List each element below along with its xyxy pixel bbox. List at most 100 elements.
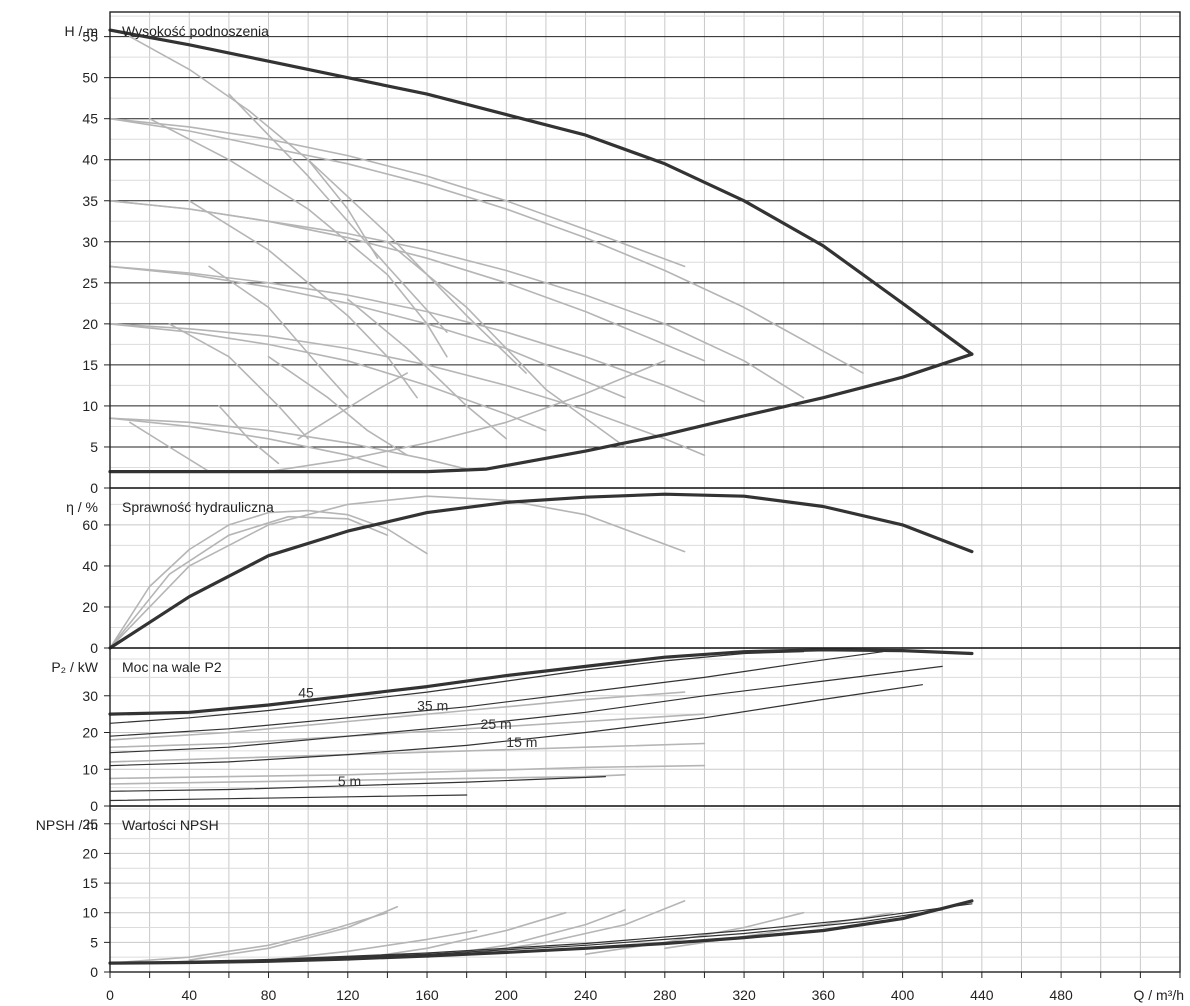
y-tick-label: 30 — [82, 688, 98, 704]
y-tick-label: 0 — [90, 640, 98, 656]
y-axis-label-efficiency: η / % — [66, 499, 98, 515]
x-tick-label: 240 — [574, 987, 598, 1003]
series-line-main — [108, 492, 974, 650]
y-tick-label: 10 — [82, 761, 98, 777]
series-line-dark — [109, 651, 805, 724]
x-axis-label: Q / m³/h — [1133, 987, 1184, 1003]
curve-annotation: 25 m — [481, 716, 512, 732]
series-line-family — [129, 421, 210, 473]
y-tick-label: 0 — [90, 964, 98, 980]
series-line-family — [584, 911, 805, 955]
series-line-family — [386, 241, 626, 448]
series-line-envelope — [108, 28, 974, 356]
series-line-family — [168, 323, 309, 440]
y-tick-label: 5 — [90, 439, 98, 455]
y-tick-label: 25 — [82, 275, 98, 291]
curve-annotation: 5 m — [338, 773, 361, 789]
series-line-family — [109, 323, 706, 456]
y-tick-label: 10 — [82, 398, 98, 414]
x-tick-label: 200 — [495, 987, 519, 1003]
series-line-main — [108, 648, 974, 716]
y-tick-label: 20 — [82, 316, 98, 332]
y-tick-label: 35 — [82, 193, 98, 209]
y-tick-label: 55 — [82, 29, 98, 45]
series-line-family — [109, 515, 389, 649]
y-tick-label: 15 — [82, 357, 98, 373]
x-tick-label: 280 — [653, 987, 677, 1003]
series-line-family — [188, 200, 418, 399]
y-tick-label: 40 — [82, 558, 98, 574]
y-axis-label-head: H / m — [65, 23, 98, 39]
series-line-family — [109, 764, 706, 780]
series-line-family — [109, 713, 706, 748]
series-line-family — [208, 265, 349, 399]
panel-title-efficiency: Sprawność hydrauliczna — [122, 499, 274, 515]
series-line-family — [218, 405, 280, 465]
y-tick-label: 45 — [82, 111, 98, 127]
series-line-family — [228, 93, 448, 333]
series-line-envelope — [108, 352, 974, 474]
x-tick-label: 480 — [1049, 987, 1073, 1003]
y-tick-label: 60 — [82, 517, 98, 533]
curve-annotation: 15 m — [506, 734, 537, 750]
x-tick-label: 320 — [732, 987, 756, 1003]
series-line-dark — [109, 776, 606, 792]
y-tick-label: 0 — [90, 480, 98, 496]
y-tick-label: 30 — [82, 234, 98, 250]
x-tick-label: 120 — [336, 987, 360, 1003]
series-line-family — [109, 200, 805, 399]
series-line-main — [108, 899, 974, 965]
panel-title-power: Moc na wale P2 — [122, 659, 222, 675]
y-tick-label: 20 — [82, 725, 98, 741]
series-line-family — [426, 909, 626, 958]
series-line-family — [109, 265, 706, 403]
series-line-dark — [109, 651, 884, 737]
y-tick-label: 15 — [82, 875, 98, 891]
x-tick-label: 400 — [891, 987, 915, 1003]
y-tick-label: 10 — [82, 905, 98, 921]
y-tick-label: 50 — [82, 70, 98, 86]
y-tick-label: 20 — [82, 599, 98, 615]
series-line-dark — [109, 903, 973, 964]
series-line-family — [109, 323, 547, 432]
y-tick-label: 25 — [82, 816, 98, 832]
y-tick-label: 5 — [90, 934, 98, 950]
panel-title-npsh: Wartości NPSH — [122, 817, 219, 833]
x-tick-label: 0 — [106, 987, 114, 1003]
series-line-dark — [109, 665, 943, 754]
x-tick-label: 360 — [812, 987, 836, 1003]
y-tick-label: 0 — [90, 798, 98, 814]
series-line-family — [109, 911, 389, 964]
panel-frame — [109, 805, 1181, 973]
series-line-family — [109, 495, 686, 649]
series-line-family — [109, 742, 706, 763]
y-axis-label-power: P₂ / kW — [51, 659, 98, 675]
series-line-family — [109, 265, 626, 399]
x-tick-label: 440 — [970, 987, 994, 1003]
series-line-family — [267, 929, 478, 961]
series-line-family — [297, 372, 408, 440]
y-axis-label-npsh: NPSH / m — [36, 817, 98, 833]
series-line-family — [347, 298, 508, 440]
x-tick-label: 160 — [415, 987, 439, 1003]
series-line-family — [109, 691, 686, 741]
series-line-family — [267, 360, 666, 473]
y-tick-label: 40 — [82, 152, 98, 168]
curve-annotation: 45 — [298, 685, 314, 701]
curve-annotation: 35 m — [417, 697, 448, 713]
series-line-family — [109, 117, 686, 268]
series-line-family — [267, 355, 408, 456]
series-line-family — [109, 117, 864, 374]
series-line-dark — [109, 794, 468, 802]
series-line-dark — [109, 684, 923, 767]
x-tick-label: 80 — [261, 987, 277, 1003]
series-line-family — [109, 774, 626, 785]
series-line-family — [188, 906, 399, 961]
panel-title-head: Wysokość podnoszenia — [122, 23, 269, 39]
y-tick-label: 20 — [82, 845, 98, 861]
series-line-family — [109, 417, 468, 470]
series-line-family — [148, 117, 448, 358]
series-line-family — [129, 35, 379, 259]
series-line-family — [109, 417, 389, 469]
